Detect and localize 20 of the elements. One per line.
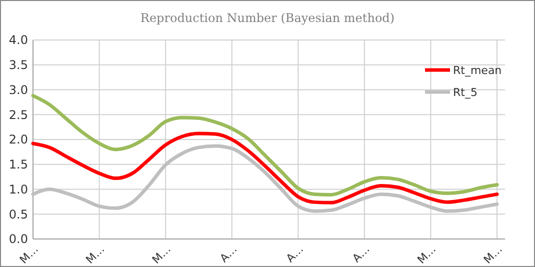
line-series [31,132,499,204]
y-tick-label: 3.0 [8,82,28,97]
x-tick-label: M… [150,242,174,266]
x-tick-label: M… [414,242,439,266]
x-tick-label: A… [217,242,240,265]
y-tick-label: 0.5 [8,207,28,222]
y-tick-label: 1.5 [8,158,28,172]
chart-title: Reproduction Number (Bayesian method) [140,11,395,25]
legend-label: Rt_mean [453,64,502,77]
x-tick-label: A… [350,242,372,265]
x-tick-label: A… [284,242,306,265]
x-tick-label: M… [83,242,108,266]
line-series [31,144,499,213]
legend-label: Rt_5 [453,86,478,99]
y-tick-label: 2.5 [8,108,28,122]
y-tick-label: 3.5 [8,58,28,72]
y-tick-label: 2.0 [8,132,28,147]
x-tick-label: M… [481,242,505,266]
y-tick-label: 4.0 [8,33,28,48]
y-tick-label: 1.0 [8,182,28,196]
